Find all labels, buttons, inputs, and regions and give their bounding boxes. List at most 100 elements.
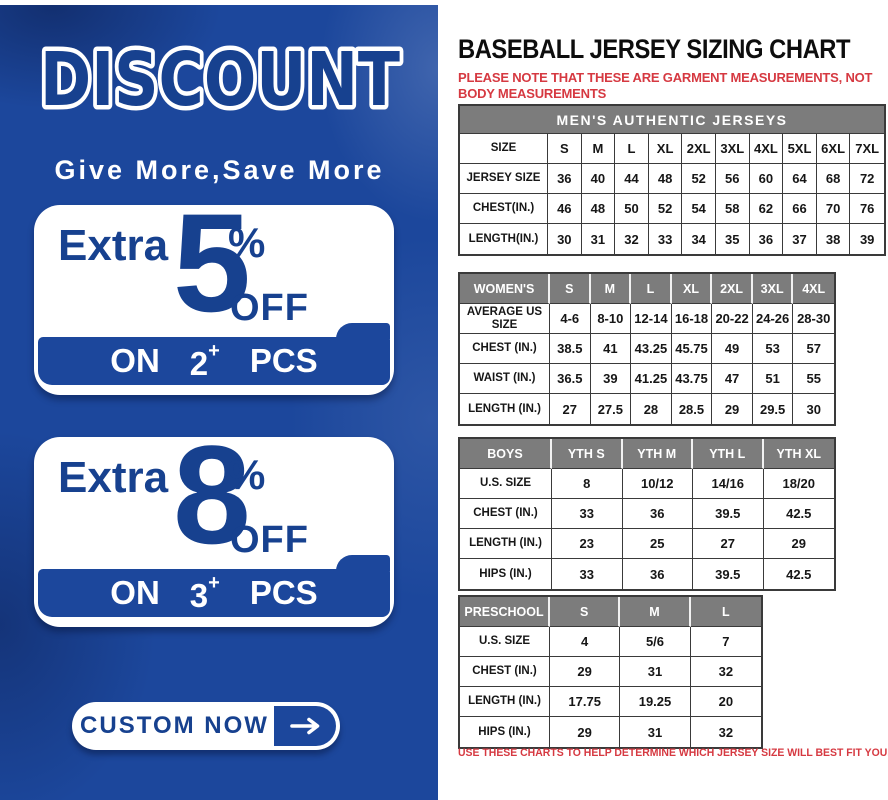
table-cell: 30 [548, 224, 582, 254]
table-cell: 20 [690, 687, 761, 717]
table-cell: 16-18 [671, 304, 713, 334]
table-cell: 30 [806, 401, 821, 417]
arrow-right-icon [290, 717, 320, 735]
table-cell: S [548, 134, 582, 164]
table-cell: 29 [712, 394, 753, 424]
table-header-cell: YTH XL [763, 439, 834, 469]
table-cell: XL [648, 134, 683, 164]
plus-sign: + [208, 571, 220, 594]
custom-now-label: CUSTOM NOW [80, 712, 269, 739]
table-header-cell: PRESCHOOL [460, 597, 550, 627]
table-cell: 36 [750, 224, 784, 254]
table-cell: 27.5 [591, 394, 632, 424]
table-header-cell: L [631, 274, 672, 304]
table-cell: 28.5 [672, 394, 713, 424]
on-label: ON [110, 574, 160, 611]
sizing-chart-title: BASEBALL JERSEY SIZING CHART [458, 34, 851, 64]
discount-title-art: DISCOUNT [36, 35, 405, 123]
percent-sign: % [228, 219, 266, 266]
table-cell: 32 [690, 657, 761, 687]
plus-sign: + [208, 339, 220, 362]
table-cell: 58 [715, 194, 750, 224]
on-label: ON [110, 342, 160, 379]
discount-subtitle: Give More,Save More [54, 155, 385, 185]
strip-corner-decoration [336, 555, 390, 571]
custom-now-button[interactable]: CUSTOM NOW [72, 702, 340, 750]
table-header-cell: S [550, 597, 621, 627]
offer-card-8-percent: Extra 8 % OFF ON 3+ PCS [34, 425, 394, 627]
womens-sizing-table: WOMEN'S S M L XL 2XL 3XL 4XL AVERAGE US SIZE 4-6 8… [458, 272, 836, 426]
table-cell: 46 [548, 194, 582, 224]
table-cell: 27 [693, 529, 764, 559]
discount-title: DISCOUNT [40, 37, 400, 123]
pcs-label: PCS [249, 342, 318, 379]
table-header-cell: YTH L [693, 439, 764, 469]
table-cell: 17.75 [550, 687, 621, 717]
offer-value: 8 [173, 416, 251, 573]
table-row-label: LENGTH (IN.) [460, 394, 550, 424]
table-cell: 29 [763, 529, 834, 559]
table-cell: 4 [550, 627, 621, 657]
table-cell: 49 [712, 334, 753, 364]
table-cell: 36 [548, 164, 582, 194]
table-cell: L [615, 134, 649, 164]
table-header-cell: XL [671, 274, 713, 304]
table-cell: 47 [712, 364, 753, 394]
pcs-label: PCS [249, 574, 318, 611]
table-header-cell: 4XL [793, 274, 834, 304]
table-header-cell: 2XL [712, 274, 753, 304]
offer-prefix: Extra [58, 453, 169, 502]
discount-panel: DISCOUNT Give More,Save More Extra 5 % O… [0, 5, 439, 800]
table-row-label: CHEST (IN.) [460, 657, 550, 687]
table-cell: 76 [850, 194, 884, 224]
table-cell: 33 [649, 224, 683, 254]
table-cell: 41.25 [631, 364, 672, 394]
off-label: OFF [230, 519, 309, 561]
table-cell: 32 [718, 724, 734, 740]
table-cell: 14/16 [693, 469, 764, 499]
table-cell: 36.5 [550, 364, 591, 394]
table-row-label: U.S. SIZE [460, 469, 552, 499]
table-row-label: LENGTH(IN.) [460, 224, 548, 254]
table-cell: 28 [631, 394, 672, 424]
table-cell: 6XL [816, 134, 851, 164]
table-cell: 7 [690, 627, 761, 657]
table-cell: 33 [552, 499, 623, 529]
table-cell: 31 [620, 657, 691, 687]
table-header-cell: M [620, 597, 691, 627]
table-cell: 4XL [749, 134, 784, 164]
table-row-label: CHEST(IN.) [460, 194, 548, 224]
table-header-cell: 3XL [752, 274, 794, 304]
table-header-cell: S [550, 274, 591, 304]
table-cell: 31 [620, 717, 691, 747]
table-cell: 48 [648, 164, 683, 194]
preschool-sizing-table: PRESCHOOL S M L U.S. SIZE 4 5/6 7 CHEST (IN.) 29 3… [458, 595, 763, 749]
table-cell: 39 [590, 364, 632, 394]
table-row-label: WAIST (IN.) [460, 364, 550, 394]
table-row-label: LENGTH (IN.) [460, 687, 550, 717]
table-cell: 64 [783, 164, 817, 194]
table-cell: 38.5 [550, 334, 591, 364]
chart-usage-footer: USE THESE CHARTS TO HELP DETERMINE WHICH… [458, 747, 888, 759]
table-cell: 23 [552, 529, 623, 559]
table-cell: 2XL [682, 134, 716, 164]
table-row-label: CHEST (IN.) [460, 334, 550, 364]
table-cell: 29 [550, 717, 621, 747]
table-cell: 66 [783, 194, 817, 224]
table-row-label: U.S. SIZE [460, 627, 550, 657]
table-cell: 37 [783, 224, 817, 254]
quantity-number: 3 [189, 576, 209, 614]
table-row-label: JERSEY SIZE [460, 164, 548, 194]
table-banner: MEN'S AUTHENTIC JERSEYS [460, 106, 884, 134]
table-cell: 8-10 [590, 304, 632, 334]
offer-quantity: 3+ [190, 572, 220, 615]
table-cell: 70 [816, 194, 851, 224]
cta-arrow-segment [274, 706, 336, 746]
table-cell: 19.25 [620, 687, 691, 717]
table-row-label: CHEST (IN.) [460, 499, 552, 529]
table-cell: 34 [682, 224, 716, 254]
table-row-label: HIPS (IN.) [460, 559, 552, 589]
table-header-cell: WOMEN'S [460, 274, 550, 304]
table-header-cell: BOYS [460, 439, 552, 469]
boys-sizing-table: BOYS YTH S YTH M YTH L YTH XL U.S. SIZE 8 10/12… [458, 437, 836, 591]
